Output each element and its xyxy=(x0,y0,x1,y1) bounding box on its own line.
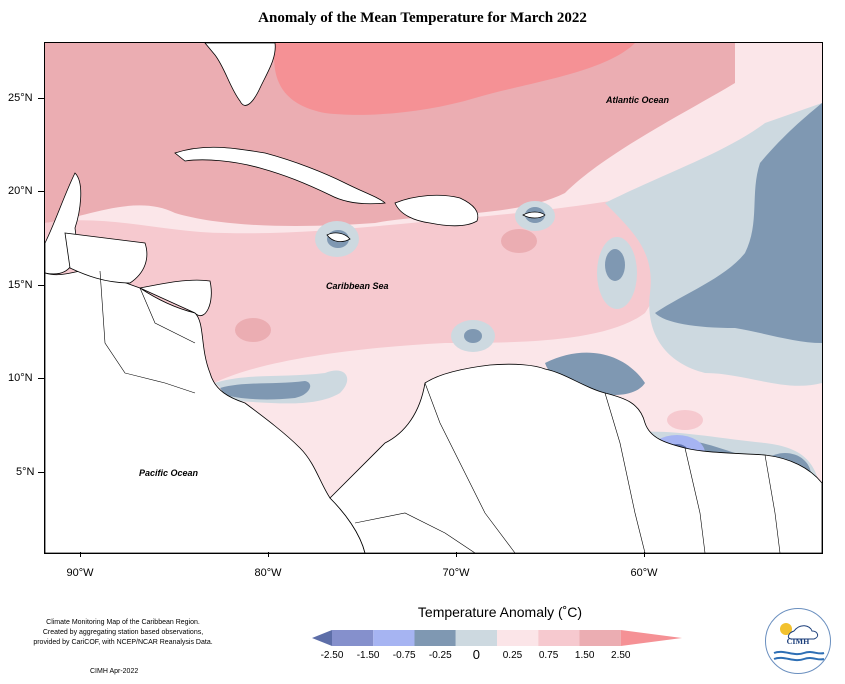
colorbar-tick-label: -0.25 xyxy=(428,650,452,661)
atlantic-ocean-label: Atlantic Ocean xyxy=(606,95,670,105)
credits-line: provided by CariCOF, with NCEP/NCAR Rean… xyxy=(33,639,213,646)
anomaly-field xyxy=(45,43,822,553)
cimh-logo: CIMH xyxy=(765,608,831,674)
credits-line: Climate Monitoring Map of the Caribbean … xyxy=(46,619,200,626)
colorbar-tick-label: -0.75 xyxy=(392,650,416,661)
legend-title: Temperature Anomaly (˚C) xyxy=(417,604,583,620)
credits-line: Created by aggregating station based obs… xyxy=(42,629,204,636)
y-tick-mark xyxy=(38,98,44,99)
x-tick-mark xyxy=(456,552,457,557)
colorbar-segment xyxy=(538,630,580,646)
x-tick-mark xyxy=(268,552,269,557)
colorbar-tick-label: -2.50 xyxy=(320,650,344,661)
x-tick-label: 80°W xyxy=(254,567,282,579)
y-tick-mark xyxy=(38,285,44,286)
colorbar-segment xyxy=(620,630,682,646)
colorbar xyxy=(312,630,682,646)
colorbar-segment xyxy=(332,630,374,646)
x-tick-mark xyxy=(80,552,81,557)
colorbar-segment xyxy=(373,630,415,646)
y-tick-mark xyxy=(38,378,44,379)
x-tick-label: 60°W xyxy=(630,567,658,579)
x-tick-label: 90°W xyxy=(66,567,94,579)
colorbar-tick-label: 0.75 xyxy=(538,650,559,661)
x-tick-label: 70°W xyxy=(442,567,470,579)
y-tick-mark xyxy=(38,472,44,473)
y-tick-label: 10°N xyxy=(8,372,33,384)
colorbar-tick-label: 1.50 xyxy=(574,650,595,661)
y-tick-label: 15°N xyxy=(8,279,33,291)
colorbar-segment xyxy=(414,630,456,646)
pacific-ocean-label: Pacific Ocean xyxy=(139,468,199,478)
caribbean-sea-label: Caribbean Sea xyxy=(326,281,389,291)
x-tick-mark xyxy=(644,552,645,557)
colorbar-tick-label: 0 xyxy=(472,647,480,662)
map-title: Anomaly of the Mean Temperature for Marc… xyxy=(258,10,587,26)
y-tick-mark xyxy=(38,191,44,192)
logo-emblem-icon xyxy=(773,623,825,662)
colorbar-segment xyxy=(312,630,332,646)
colorbar-segment xyxy=(579,630,621,646)
colorbar-tick-label: 0.25 xyxy=(502,650,523,661)
y-tick-label: 5°N xyxy=(16,466,35,478)
map-credits: Climate Monitoring Map of the Caribbean … xyxy=(18,618,228,648)
logo-text: CIMH xyxy=(786,637,810,646)
cimh-date: CIMH Apr-2022 xyxy=(90,668,139,675)
colorbar-segment xyxy=(455,630,497,646)
y-tick-label: 25°N xyxy=(8,92,33,104)
colorbar-tick-label: 2.50 xyxy=(611,650,631,661)
colorbar-segment xyxy=(497,630,539,646)
colorbar-tick-label: -1.50 xyxy=(356,650,380,661)
map-panel xyxy=(44,42,823,554)
y-tick-label: 20°N xyxy=(8,185,33,197)
